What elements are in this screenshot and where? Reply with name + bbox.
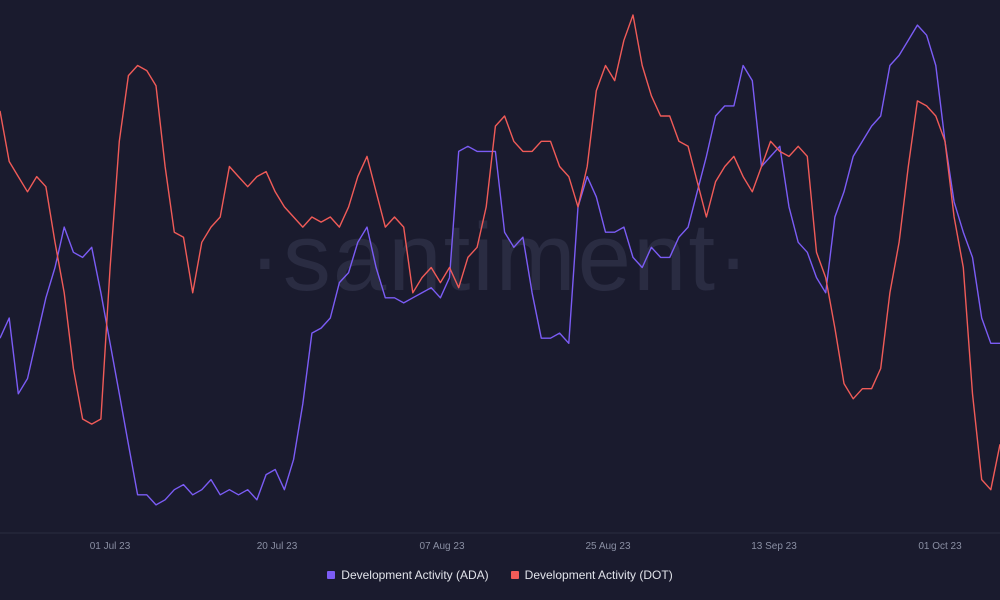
x-tick-label: 25 Aug 23	[585, 541, 630, 552]
x-tick-label: 20 Jul 23	[257, 541, 298, 552]
x-tick-label: 13 Sep 23	[751, 541, 797, 552]
x-tick-label: 01 Oct 23	[918, 541, 962, 552]
x-tick-label: 01 Jul 23	[90, 541, 131, 552]
series-line-0	[0, 24, 1000, 506]
series-line-1	[0, 14, 1000, 491]
x-axis-ticks: 01 Jul 23 20 Jul 23 07 Aug 23 25 Aug 23 13 S…	[90, 541, 962, 552]
legend-swatch	[510, 571, 519, 579]
series-group	[0, 14, 1000, 506]
line-chart: ·santiment· 01 Jul 23 20 Jul 23 07 Aug 23 2…	[0, 14, 1000, 552]
legend-swatch	[327, 571, 336, 579]
legend-label: Development Activity (ADA)	[341, 568, 489, 582]
legend: Development Activity (ADA) Development Ac…	[0, 568, 1000, 582]
legend-item-1[interactable]: Development Activity (DOT)	[510, 568, 673, 582]
legend-item-0[interactable]: Development Activity (ADA)	[327, 568, 489, 582]
legend-label: Development Activity (DOT)	[524, 568, 673, 582]
x-tick-label: 07 Aug 23	[419, 541, 464, 552]
